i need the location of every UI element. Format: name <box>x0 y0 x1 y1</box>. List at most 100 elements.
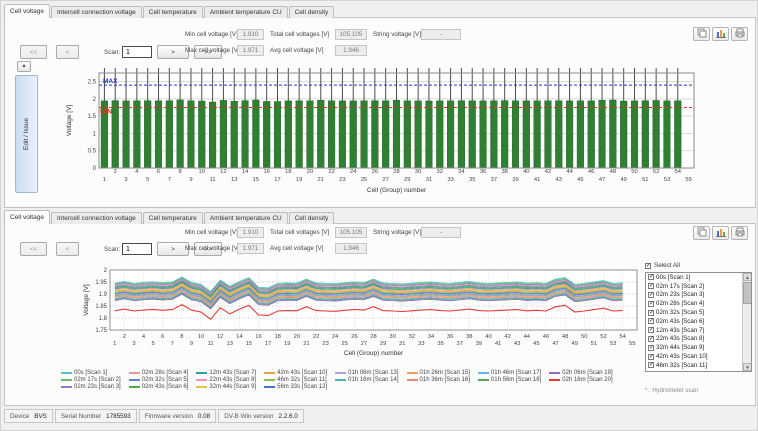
tab-intercell-connection-voltage[interactable]: Intercell connection voltage <box>50 212 142 224</box>
scan-checkbox[interactable]: ✓ <box>648 291 655 298</box>
legend-line-icon <box>61 379 72 381</box>
scan-list-item[interactable]: ✓ 32m 44s [Scan 9] <box>646 343 751 352</box>
scan-checkbox[interactable]: ✓ <box>648 344 655 351</box>
chart-export-button[interactable] <box>712 27 729 41</box>
svg-text:2: 2 <box>93 97 97 103</box>
svg-text:26: 26 <box>372 169 378 175</box>
svg-text:50: 50 <box>581 334 587 340</box>
select-all-checkbox[interactable]: ✓ <box>645 262 652 269</box>
scan-input[interactable] <box>122 46 152 58</box>
scan-listbox[interactable]: ✓ 00s [Scan 1] ✓ 02m 17s [Scan 2] ✓ 02m 23s [… <box>645 272 752 372</box>
chart-icon <box>715 28 726 40</box>
copy-image-button[interactable] <box>693 27 710 41</box>
prev-scan-button[interactable]: < <box>56 242 79 256</box>
scrollbar-up-button[interactable]: ▲ <box>743 273 751 281</box>
scan-list-item[interactable]: ✓ 02m 23s [Scan 3] <box>646 291 751 300</box>
scan-item-label: 12m 43s [Scan 7] <box>656 326 705 334</box>
scan-item-label: 32m 44s [Scan 9] <box>656 344 705 352</box>
scan-list-item[interactable]: ✓ 00s [Scan 1] <box>646 273 751 282</box>
tab-ambient-temperature-cu[interactable]: Ambient temperature CU <box>203 212 288 224</box>
scan-checkbox[interactable]: ✓ <box>648 274 655 281</box>
svg-text:30: 30 <box>415 169 421 175</box>
scan-checkbox[interactable]: ✓ <box>648 362 655 369</box>
svg-text:25: 25 <box>361 177 367 183</box>
svg-text:0.5: 0.5 <box>88 149 97 155</box>
legend-line-icon <box>264 372 276 374</box>
tab-bar-bottom: Cell voltage Intercell connection voltage… <box>4 210 335 224</box>
tab-cell-temperature[interactable]: Cell temperature <box>142 6 203 18</box>
svg-text:MAX: MAX <box>103 78 118 85</box>
legend-item: 02m 17s [Scan 2] <box>61 377 121 383</box>
tab-cell-voltage[interactable]: Cell voltage <box>4 4 50 18</box>
next-scan-button[interactable]: > <box>157 242 189 256</box>
scan-label: Scan: <box>104 49 121 56</box>
chart-export-button[interactable] <box>712 226 729 240</box>
scan-list-item[interactable]: ✓ 42m 43s [Scan 10] <box>646 352 751 361</box>
legend-item: 02m 43s [Scan 6] <box>128 384 188 390</box>
scan-list-item[interactable]: ✓ 22m 43s [Scan 8] <box>646 335 751 344</box>
svg-text:1.9: 1.9 <box>99 292 108 298</box>
copy-image-button[interactable] <box>693 226 710 240</box>
legend-label: 56m 33s [Scan 12] <box>277 384 328 390</box>
svg-text:14: 14 <box>242 169 249 175</box>
svg-text:10: 10 <box>199 169 205 175</box>
edit-issue-button[interactable]: Edit / Issue <box>15 75 38 193</box>
last-scan-button[interactable]: >> <box>194 45 222 59</box>
scan-checkbox[interactable]: ✓ <box>648 318 655 325</box>
scan-checkbox[interactable]: ✓ <box>648 353 655 360</box>
scan-list-item[interactable]: ✓ 02m 32s [Scan 5] <box>646 308 751 317</box>
print-button[interactable] <box>731 226 748 240</box>
scan-list-item[interactable]: ✓ 46m 32s [Scan 11] <box>646 361 751 370</box>
tab-cell-density[interactable]: Cell density <box>288 212 335 224</box>
scrollbar-thumb[interactable] <box>743 282 751 304</box>
svg-text:17: 17 <box>265 341 271 347</box>
svg-text:1.85: 1.85 <box>95 304 107 310</box>
cell-voltage-bar-chart: 0 0.5 1 1.5 2 2.5 MAX MIN 1 2 3 4 5 6 7 8 9 10 11 12 13 14 15 1… <box>61 65 713 203</box>
tab-cell-density[interactable]: Cell density <box>288 6 335 18</box>
svg-text:39: 39 <box>476 341 482 347</box>
scan-list-item[interactable]: ✓ 02m 17s [Scan 2] <box>646 282 751 291</box>
collapse-button[interactable]: ▴ <box>17 61 31 72</box>
legend-label: 02m 32s [Scan 5] <box>141 377 189 383</box>
svg-text:1: 1 <box>103 177 106 183</box>
svg-text:12: 12 <box>217 334 223 340</box>
scan-input[interactable] <box>122 243 152 255</box>
legend-line-icon <box>477 379 489 381</box>
svg-text:25: 25 <box>342 341 348 347</box>
last-scan-button[interactable]: >> <box>194 242 222 256</box>
scan-list-item[interactable]: ✓ 02m 28s [Scan 4] <box>646 299 751 308</box>
top-panel: Cell voltage Intercell connection voltage… <box>4 4 756 208</box>
scan-checkbox[interactable]: ✓ <box>648 327 655 334</box>
print-button[interactable] <box>731 27 748 41</box>
tab-ambient-temperature-cu[interactable]: Ambient temperature CU <box>203 6 288 18</box>
legend-item: 02m 28s [Scan 4] <box>128 370 188 376</box>
scan-list-item[interactable]: ✓ 02m 43s [Scan 6] <box>646 317 751 326</box>
svg-text:32: 32 <box>437 169 443 175</box>
tab-cell-voltage[interactable]: Cell voltage <box>4 210 50 224</box>
scrollbar-down-button[interactable]: ▼ <box>743 363 751 371</box>
svg-text:28: 28 <box>393 169 399 175</box>
svg-text:29: 29 <box>404 177 410 183</box>
legend-label: 01h 06m [Scan 13] <box>348 370 399 376</box>
scan-checkbox[interactable]: ✓ <box>648 283 655 290</box>
svg-text:19: 19 <box>296 177 302 183</box>
prev-scan-button[interactable]: < <box>56 45 79 59</box>
legend-line-icon <box>477 372 489 374</box>
svg-text:49: 49 <box>571 341 577 347</box>
tab-intercell-connection-voltage[interactable]: Intercell connection voltage <box>50 6 142 18</box>
scan-checkbox[interactable]: ✓ <box>648 309 655 316</box>
legend-item: 46m 32s [Scan 11] <box>264 377 327 383</box>
tab-cell-temperature[interactable]: Cell temperature <box>142 212 203 224</box>
first-scan-button[interactable]: << <box>20 45 47 59</box>
svg-text:18: 18 <box>285 169 291 175</box>
svg-text:11: 11 <box>208 341 214 347</box>
svg-text:42: 42 <box>545 169 551 175</box>
legend-line-icon <box>61 386 72 388</box>
first-scan-button[interactable]: << <box>20 242 47 256</box>
scan-checkbox[interactable]: ✓ <box>648 335 655 342</box>
scrollbar[interactable]: ▲ ▼ <box>742 273 751 371</box>
next-scan-button[interactable]: > <box>157 45 189 59</box>
scan-list-item[interactable]: ✓ 12m 43s [Scan 7] <box>646 326 751 335</box>
scan-checkbox[interactable]: ✓ <box>648 300 655 307</box>
